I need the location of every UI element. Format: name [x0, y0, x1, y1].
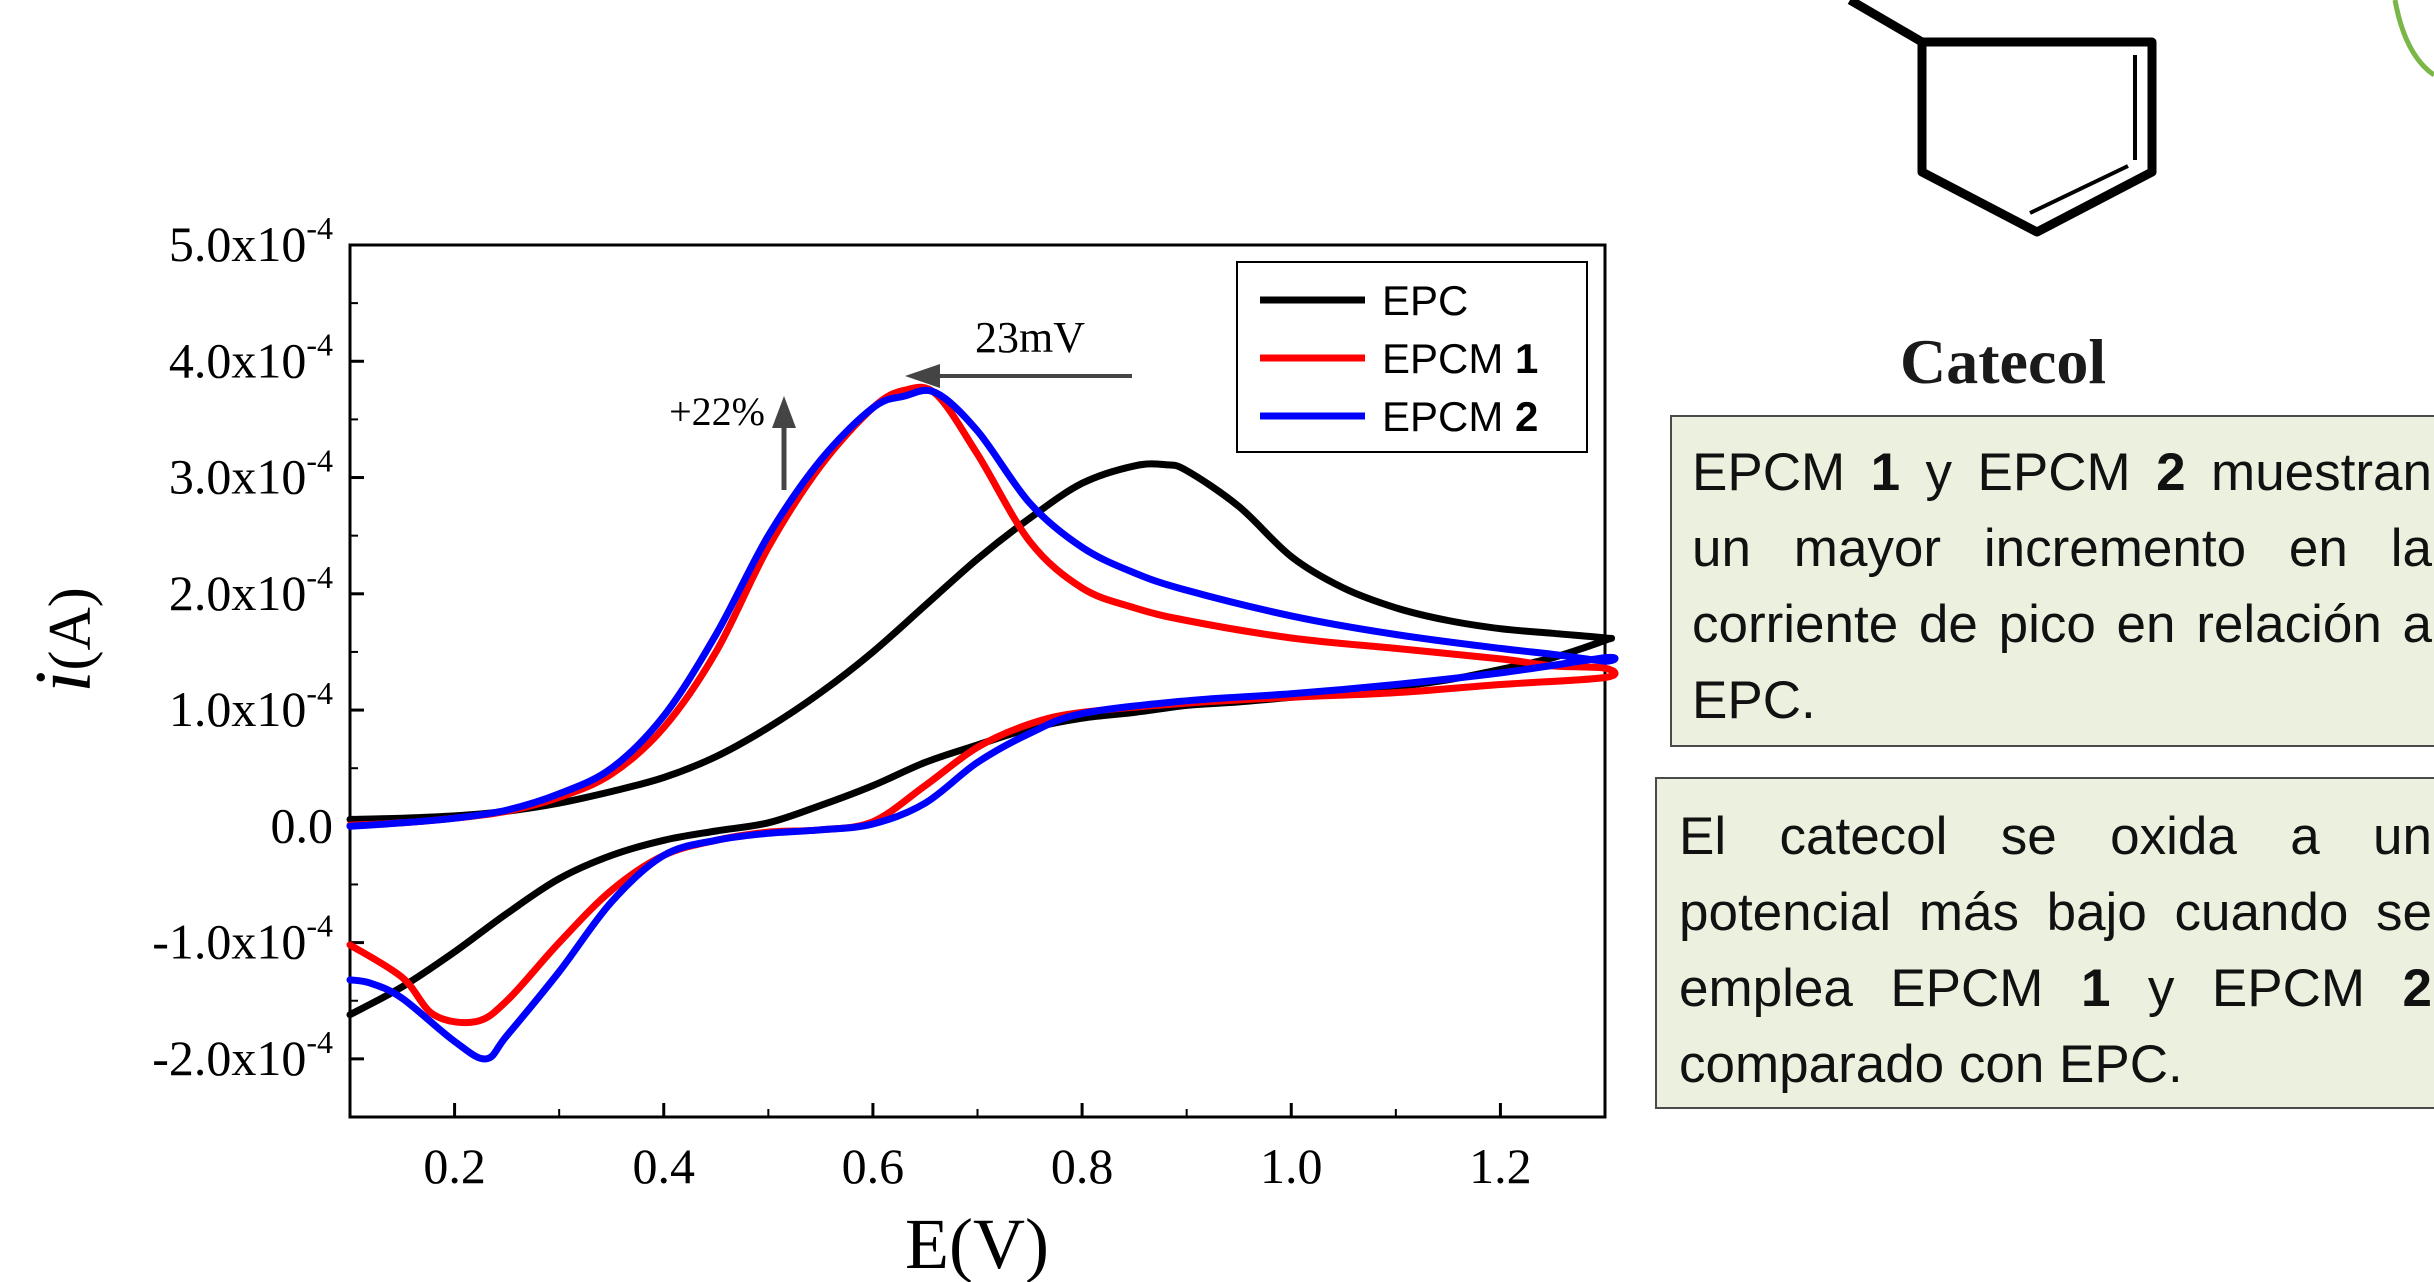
- x-axis-label: E(V): [905, 1204, 1049, 1282]
- y-tick-label: 4.0x10-4: [169, 326, 333, 388]
- molecule-name: Catecol: [1900, 326, 2107, 397]
- x-tick-label: 0.4: [633, 1138, 696, 1194]
- y-tick-label: -1.0x10-4: [152, 908, 333, 970]
- y-tick-label: 2.0x10-4: [169, 559, 333, 621]
- shift-annotation: 23mV: [905, 313, 1132, 388]
- series-line-2: [346, 383, 1619, 1027]
- series-line-1: [346, 460, 1616, 1019]
- y-tick-label: 5.0x10-4: [169, 210, 333, 272]
- legend-label: EPCM 1: [1382, 335, 1538, 382]
- y-axis-label-italic: i: [20, 671, 108, 693]
- increase-label: +22%: [669, 389, 765, 434]
- y-axis-label: i(A): [20, 587, 108, 693]
- note-box-oxidation-potential: El catecol se oxida a un potencial más b…: [1655, 777, 2434, 1109]
- catechol-structure-icon: [1847, 0, 2157, 237]
- leaf-decoration-icon: [2392, 0, 2434, 78]
- legend: EPC EPCM 1 EPCM 2: [1236, 261, 1588, 453]
- y-tick-label: 3.0x10-4: [169, 443, 333, 505]
- x-tick-label: 0.6: [842, 1138, 905, 1194]
- shift-label: 23mV: [975, 313, 1085, 362]
- legend-label: EPCM 2: [1382, 393, 1538, 440]
- series-line-3: [346, 386, 1619, 1063]
- legend-label: EPC: [1382, 277, 1468, 324]
- increase-annotation: +22%: [669, 389, 796, 490]
- up-arrow-icon: [772, 396, 796, 428]
- y-axis: 5.0x10-4 4.0x10-4 3.0x10-4 2.0x10-4 1.0x10-4…: [152, 210, 364, 1086]
- y-tick-label: 0.0: [271, 797, 334, 853]
- x-tick-label: 0.8: [1051, 1138, 1114, 1194]
- y-tick-label: -2.0x10-4: [152, 1024, 333, 1086]
- x-tick-label: 1.0: [1260, 1138, 1323, 1194]
- x-tick-label: 1.2: [1469, 1138, 1532, 1194]
- y-axis-label-unit: (A): [37, 587, 103, 670]
- y-tick-label: 1.0x10-4: [169, 675, 333, 737]
- left-arrow-icon: [905, 364, 940, 388]
- x-tick-label: 0.2: [423, 1138, 486, 1194]
- note-box-peak-current: EPCM 1 y EPCM 2 muestran un mayor increm…: [1670, 415, 2434, 747]
- plot-area: [346, 383, 1619, 1063]
- x-axis: 0.2 0.4 0.6 0.8 1.0 1.2: [349, 1103, 1606, 1194]
